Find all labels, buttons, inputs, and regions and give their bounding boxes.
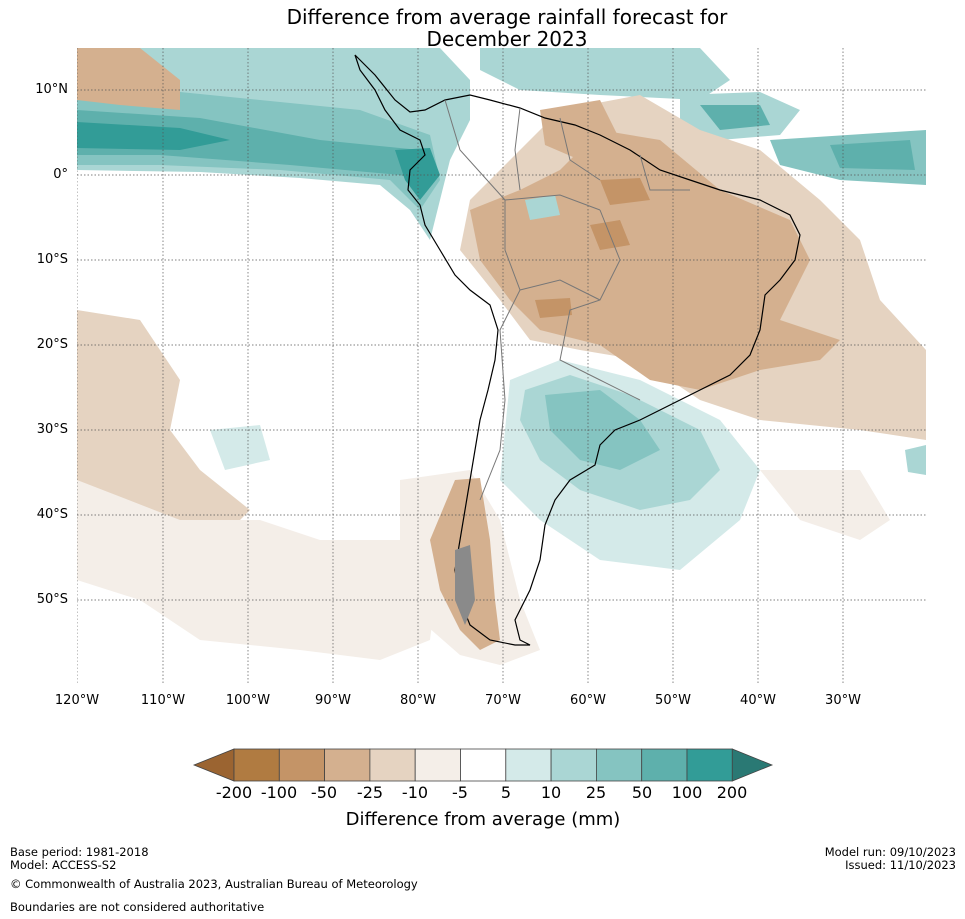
legend-tick: -50: [310, 783, 338, 802]
lon-label-30w: 30°W: [825, 693, 861, 708]
chart-title-line1: Difference from average rainfall forecas…: [286, 5, 728, 29]
lon-label-50w: 50°W: [655, 693, 691, 708]
legend-tick: -25: [356, 783, 384, 802]
chart-title-line2: December 2023: [426, 27, 588, 51]
lon-label-70w: 70°W: [485, 693, 521, 708]
wet-region-caribbean: [480, 48, 730, 100]
model-run-text: Model run: 09/10/2023: [824, 845, 956, 859]
legend-tick: 100: [671, 783, 703, 802]
wet-region-south-atlantic-small: [905, 445, 926, 475]
coastline-south-america: [354, 54, 801, 646]
legend-tick: -10: [401, 783, 429, 802]
lon-label-60w: 60°W: [570, 693, 606, 708]
country-borders: [444, 99, 690, 501]
wet-region-amazon: [525, 195, 560, 220]
lat-label-50s: 50°S: [36, 592, 68, 607]
legend-tick: -100: [260, 783, 298, 802]
model-text: Model: ACCESS-S2: [10, 858, 117, 872]
wet-region-atlantic-north-core: [700, 105, 770, 130]
fjord-islands: [455, 545, 475, 625]
dry-region-guianas-core: [600, 178, 650, 205]
legend-tick: 25: [585, 783, 607, 802]
lon-label-100w: 100°W: [225, 693, 271, 708]
lat-label-20s: 20°S: [36, 337, 68, 352]
wet-region-atlantic-equator-core: [830, 140, 915, 170]
lat-label-10n: 10°N: [35, 82, 68, 97]
lat-label-40s: 40°S: [36, 507, 68, 522]
boundaries-disclaimer: Boundaries are not considered authoritat…: [10, 900, 265, 914]
lon-label-120w: 120°W: [54, 693, 100, 708]
map-fields: [77, 48, 926, 684]
dry-region-bolivia-core: [535, 298, 572, 318]
legend-tick: 5: [500, 783, 512, 802]
lon-label-40w: 40°W: [740, 693, 776, 708]
wet-region-colombia: [395, 148, 440, 200]
dry-region-south-atlantic: [760, 470, 890, 540]
dry-region-southeast-pacific: [77, 310, 250, 530]
legend-tick: 50: [631, 783, 653, 802]
lat-label-30s: 30°S: [36, 422, 68, 437]
wet-region-eastern-pacific-peak: [77, 122, 230, 150]
dry-region-north: [540, 100, 620, 160]
lat-label-10s: 10°S: [36, 252, 68, 267]
issued-text: Issued: 11/10/2023: [845, 858, 956, 872]
copyright-text: © Commonwealth of Australia 2023, Austra…: [10, 877, 418, 891]
legend-title: Difference from average (mm): [345, 809, 621, 830]
legend-tick: -200: [215, 783, 253, 802]
dry-region-south-pacific-light: [77, 480, 440, 660]
lon-label-90w: 90°W: [315, 693, 351, 708]
dry-region-central-america-pacific: [77, 48, 180, 110]
lat-label-0: 0°: [53, 167, 68, 182]
lon-label-110w: 110°W: [140, 693, 186, 708]
wet-region-south-pacific-small: [210, 425, 270, 470]
legend-tick: -5: [452, 783, 468, 802]
lon-label-80w: 80°W: [400, 693, 436, 708]
legend-tick: 200: [716, 783, 748, 802]
base-period-text: Base period: 1981-2018: [10, 845, 149, 859]
legend-tick: 10: [540, 783, 562, 802]
